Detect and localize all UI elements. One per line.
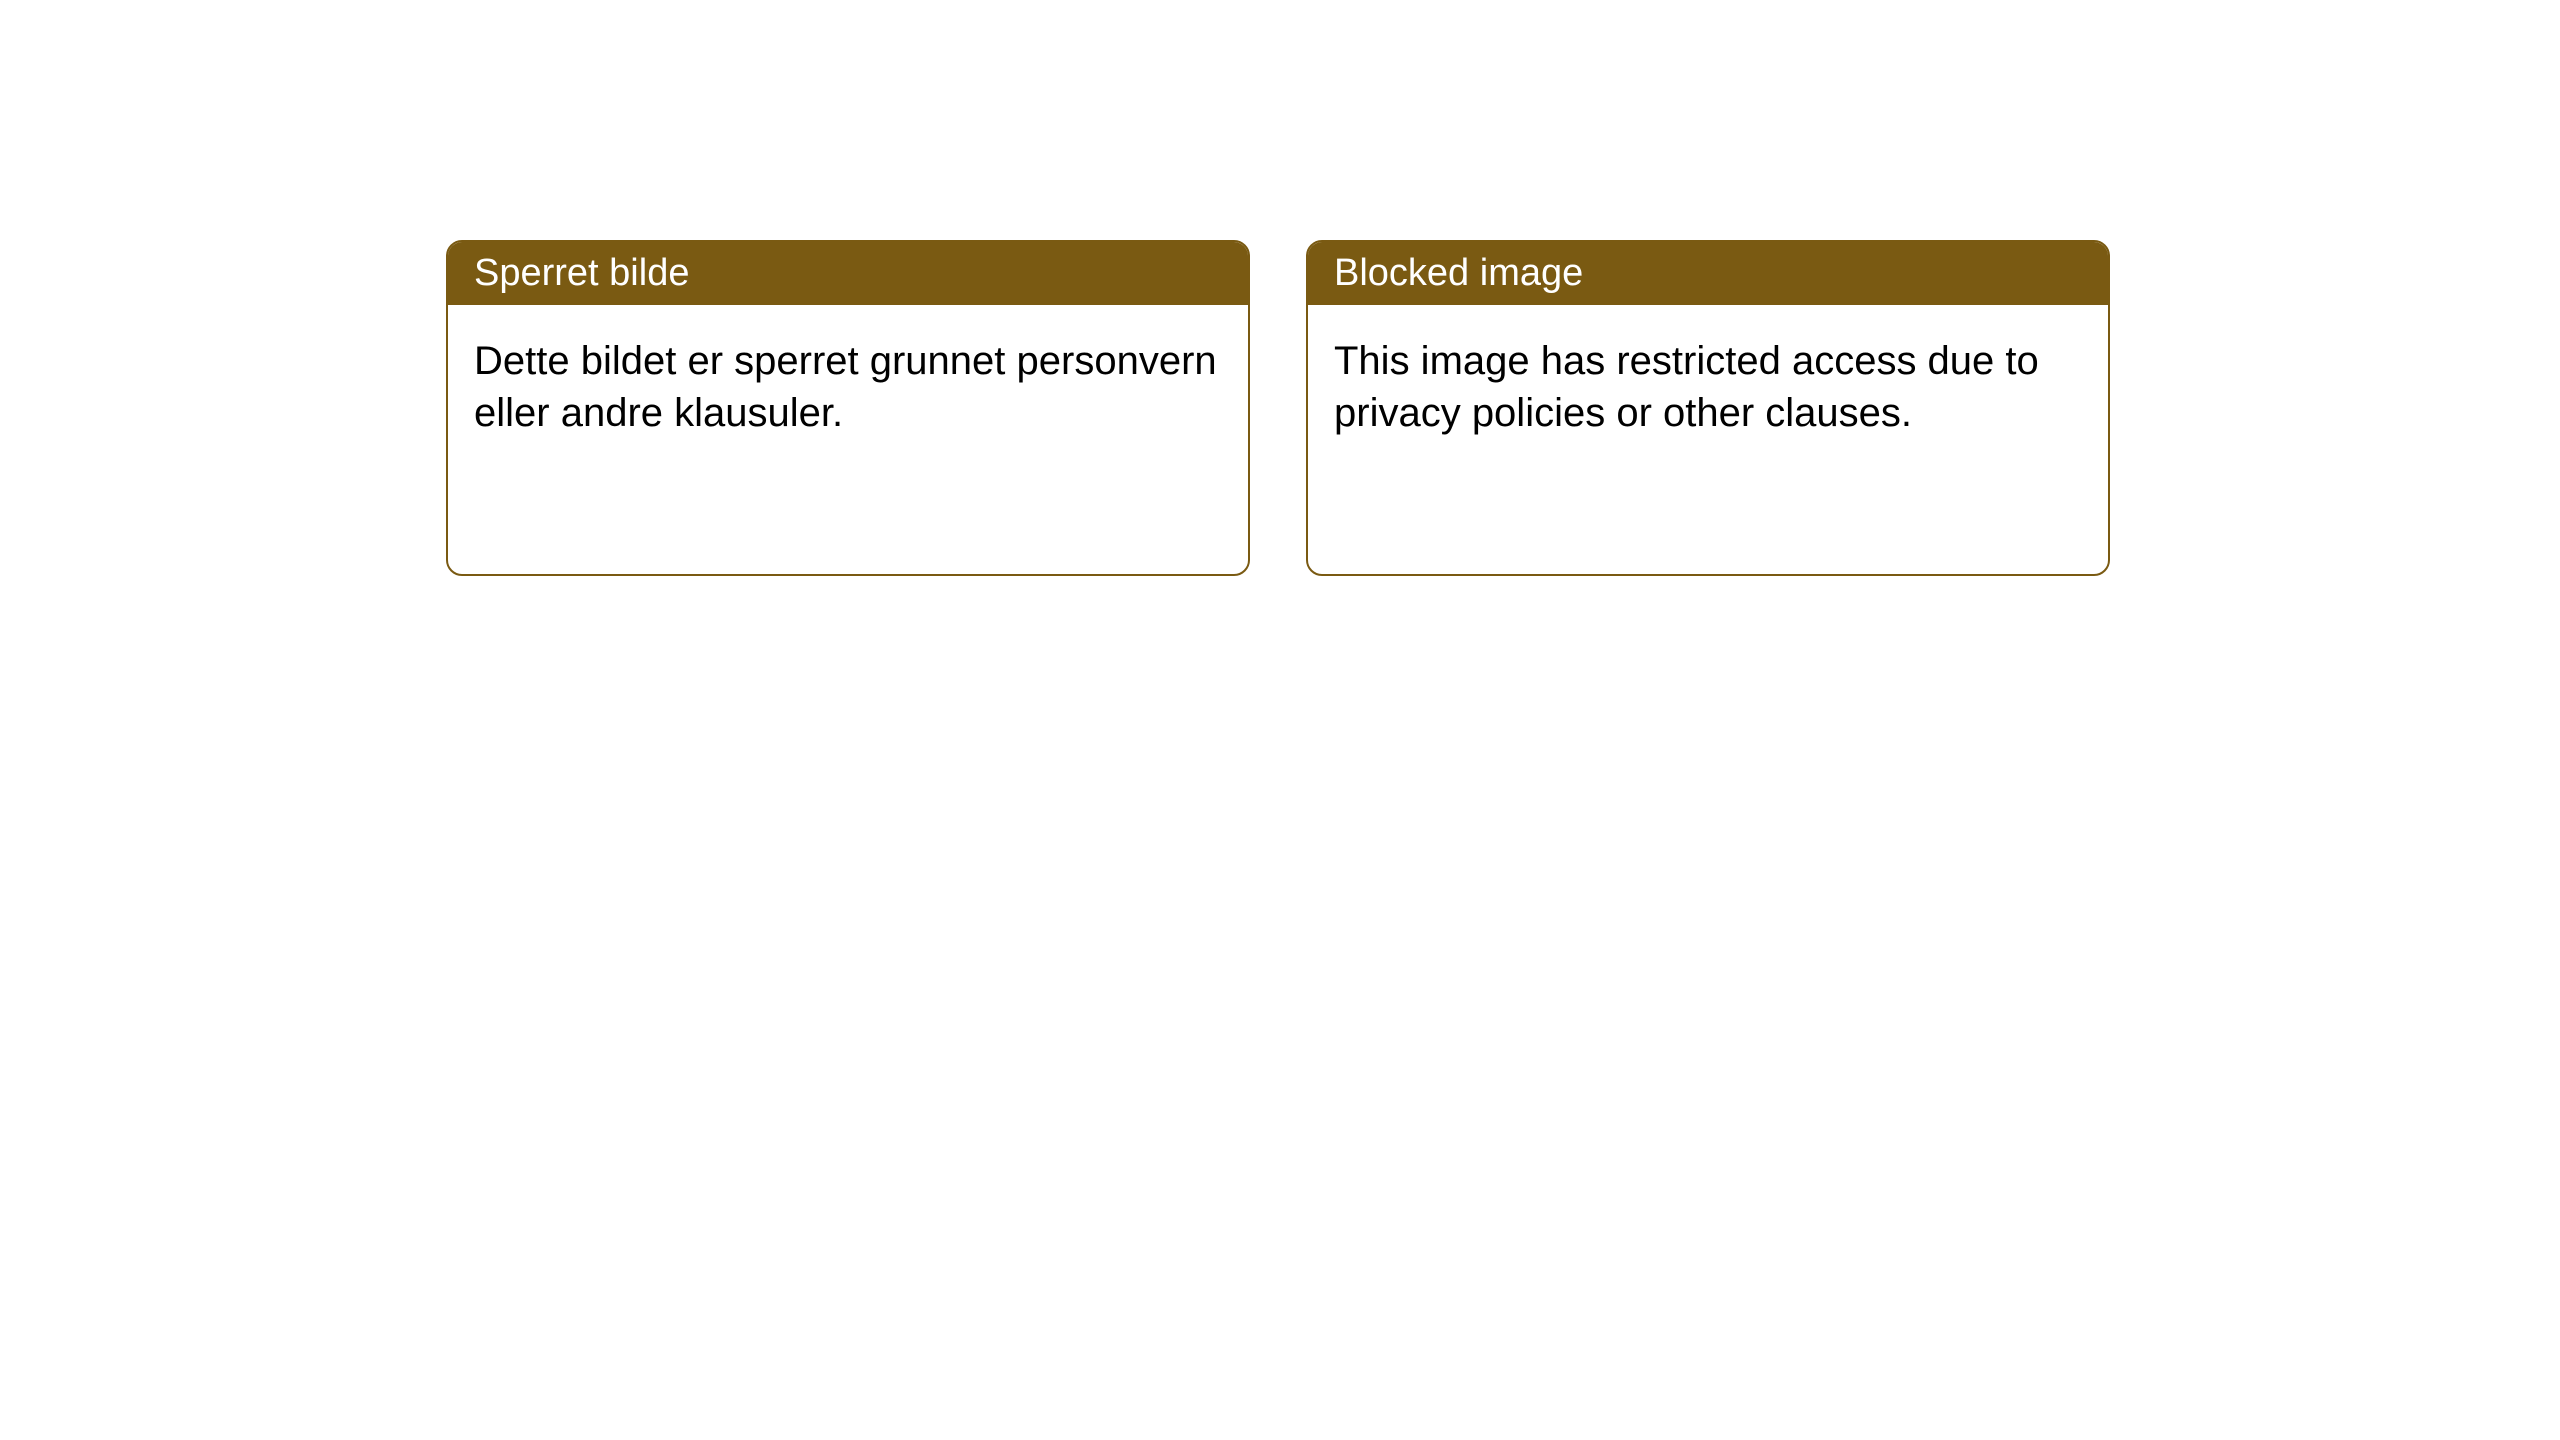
- card-body-text: This image has restricted access due to …: [1334, 339, 2039, 435]
- blocked-image-card-english: Blocked image This image has restricted …: [1306, 240, 2110, 576]
- card-body-text: Dette bildet er sperret grunnet personve…: [474, 339, 1217, 435]
- card-body: This image has restricted access due to …: [1308, 305, 2108, 469]
- card-title: Blocked image: [1334, 252, 1583, 294]
- blocked-image-notice-container: Sperret bilde Dette bildet er sperret gr…: [446, 240, 2110, 576]
- card-header: Blocked image: [1308, 242, 2108, 305]
- blocked-image-card-norwegian: Sperret bilde Dette bildet er sperret gr…: [446, 240, 1250, 576]
- card-header: Sperret bilde: [448, 242, 1248, 305]
- card-title: Sperret bilde: [474, 252, 689, 294]
- card-body: Dette bildet er sperret grunnet personve…: [448, 305, 1248, 469]
